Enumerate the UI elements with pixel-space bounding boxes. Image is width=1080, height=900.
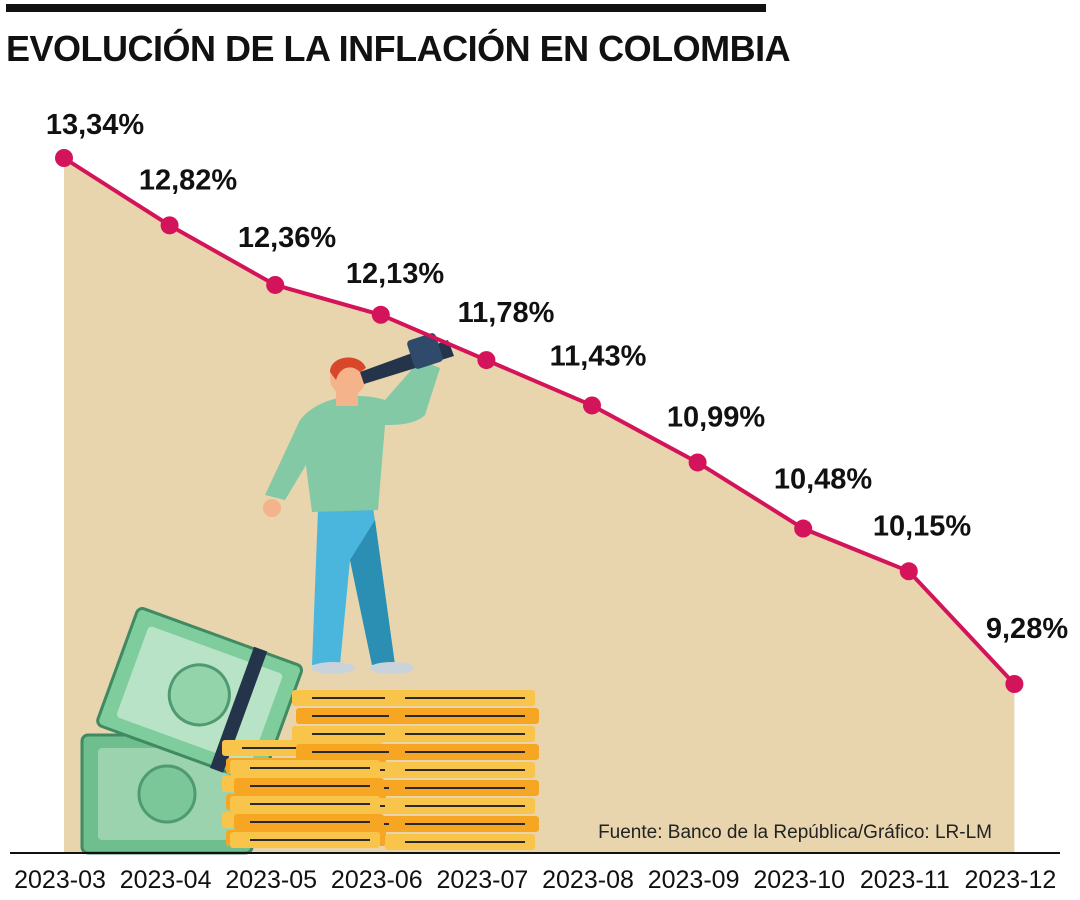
value-label-2023-05: 12,36% xyxy=(238,222,337,254)
data-point-2023-12 xyxy=(1005,675,1024,693)
value-label-2023-07: 11,78% xyxy=(458,297,555,329)
value-label-2023-12: 9,28% xyxy=(986,613,1068,645)
title-rule xyxy=(6,4,766,12)
data-point-2023-07 xyxy=(477,351,496,370)
x-tick-label: 2023-10 xyxy=(753,866,845,894)
chart-title: EVOLUCIÓN DE LA INFLACIÓN EN COLOMBIA xyxy=(6,28,791,69)
x-tick-label: 2023-07 xyxy=(437,866,529,894)
value-label-2023-11: 10,15% xyxy=(873,510,972,542)
telescope-icon xyxy=(360,333,454,384)
value-label-2023-03: 13,34% xyxy=(46,109,145,141)
value-label-2023-06: 12,13% xyxy=(346,258,445,290)
x-tick-label: 2023-09 xyxy=(648,866,740,894)
source-note: Fuente: Banco de la República/Gráfico: L… xyxy=(598,822,992,843)
x-tick-label: 2023-08 xyxy=(542,866,634,894)
illustration-person-telescope xyxy=(80,333,539,855)
x-tick-label: 2023-05 xyxy=(225,866,317,894)
value-labels: 13,34% 12,82%12,36% 12,13% 11,78% 11,43% 10,9… xyxy=(46,109,1069,645)
inflation-line xyxy=(62,156,1016,686)
x-tick-label: 2023-11 xyxy=(860,866,950,894)
x-tick-label: 2023-12 xyxy=(965,866,1057,894)
value-label-2023-08: 11,43% xyxy=(550,340,647,372)
value-label-2023-10: 10,48% xyxy=(774,464,873,496)
person-icon xyxy=(263,357,440,674)
data-point-2023-04 xyxy=(160,216,179,235)
data-points xyxy=(55,149,1024,693)
coin-stacks xyxy=(222,690,539,850)
x-tick-labels: 2023-03 2023-04 2023-05 2023-06 2023-07 2023-… xyxy=(14,866,1056,894)
value-label-2023-09: 10,99% xyxy=(667,401,766,433)
x-tick-label: 2023-04 xyxy=(120,866,212,894)
data-point-2023-10 xyxy=(794,519,813,538)
data-point-2023-08 xyxy=(583,396,601,415)
inflation-area xyxy=(64,158,1015,853)
data-point-2023-06 xyxy=(371,305,390,324)
data-point-2023-03 xyxy=(55,149,73,167)
banknote-icon xyxy=(96,607,304,784)
x-tick-label: 2023-03 xyxy=(14,866,106,894)
value-label-2023-04: 12,82% xyxy=(139,164,238,196)
data-point-2023-11 xyxy=(899,562,918,581)
data-point-2023-05 xyxy=(266,275,285,294)
x-tick-label: 2023-06 xyxy=(331,866,423,894)
data-point-2023-09 xyxy=(688,453,707,472)
